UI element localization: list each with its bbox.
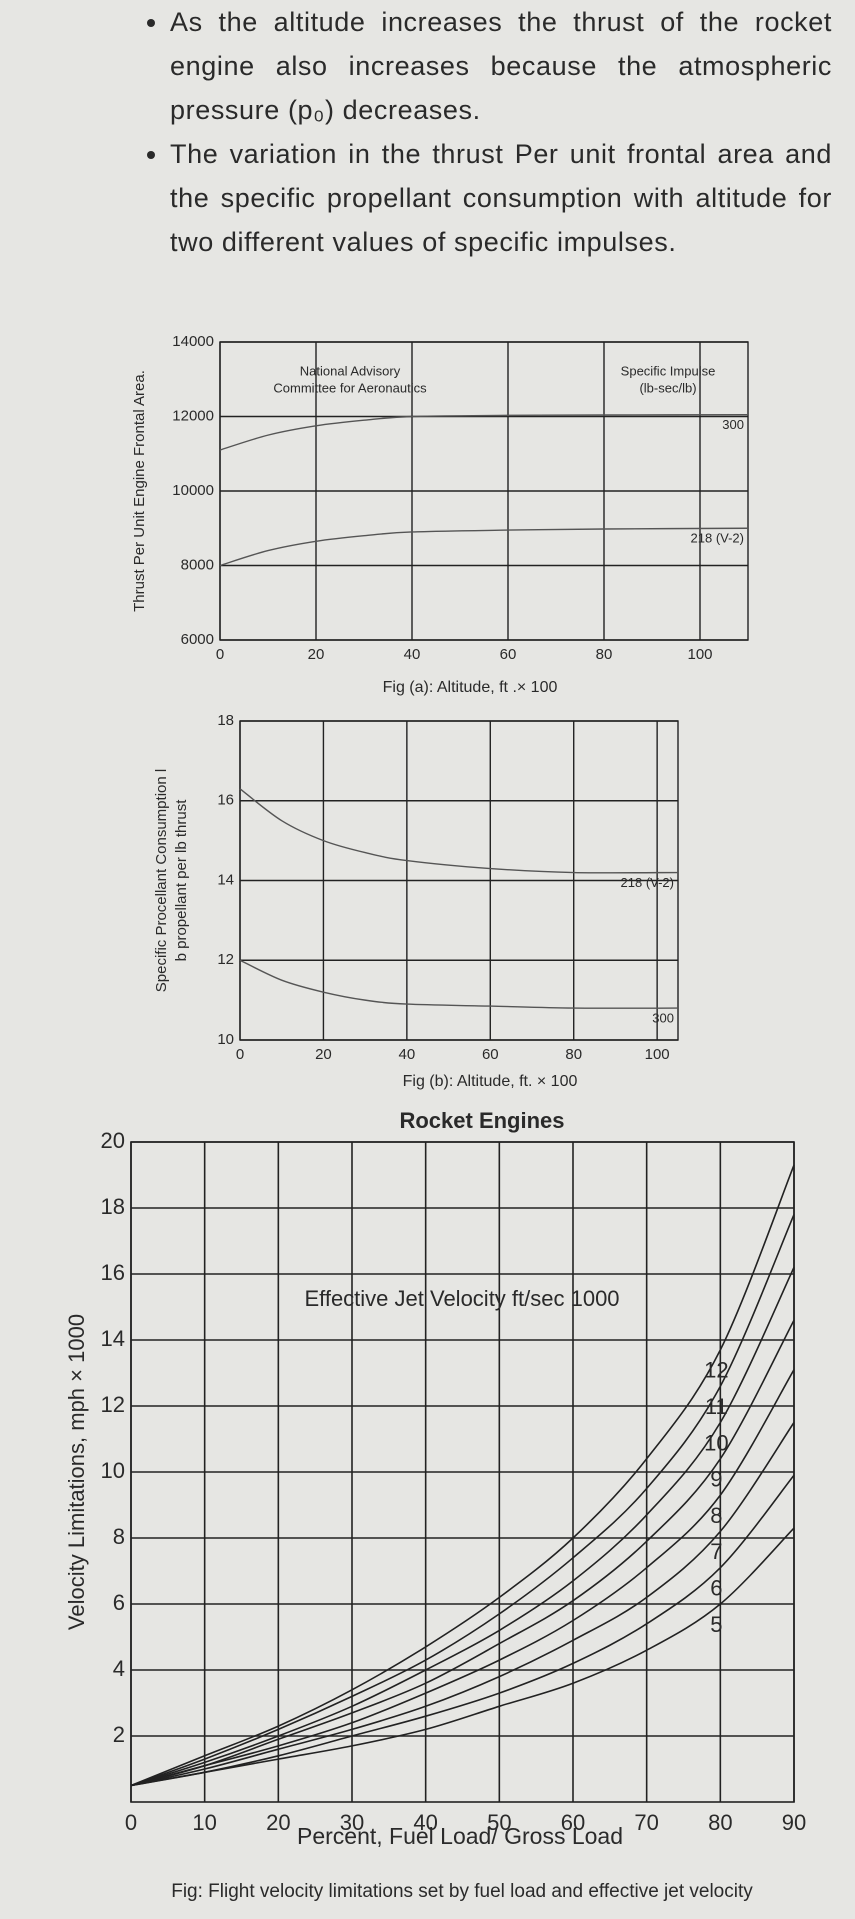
- series-line: [130, 1474, 795, 1787]
- y-tick-label: 2: [113, 1722, 125, 1747]
- x-tick-label: 40: [413, 1810, 437, 1835]
- x-axis-label: Percent, Fuel Load/ Gross Load: [297, 1823, 623, 1849]
- y-tick-label: 14000: [172, 333, 214, 350]
- x-tick-label: 70: [634, 1810, 658, 1835]
- y-axis-label: Thrust Per Unit Engine Frontal Area.: [131, 370, 148, 612]
- series-label: 5: [710, 1612, 722, 1637]
- series-line: [239, 788, 679, 874]
- annotation: National Advisory: [300, 363, 401, 378]
- y-tick-label: 12: [101, 1392, 125, 1417]
- series-label: 12: [704, 1358, 728, 1383]
- y-tick-label: 12000: [172, 407, 214, 424]
- y-tick-label: 6: [113, 1590, 125, 1615]
- x-axis-label: Fig (a): Altitude, ft .× 100: [383, 679, 558, 696]
- series-label: 300: [722, 417, 744, 432]
- y-tick-label: 10000: [172, 482, 214, 499]
- x-tick-label: 60: [482, 1046, 499, 1063]
- bullet-list: As the altitude increases the thrust of …: [120, 0, 832, 264]
- series-label: 218 (V-2): [621, 875, 674, 890]
- x-tick-label: 40: [404, 646, 421, 663]
- x-tick-label: 20: [315, 1046, 332, 1063]
- series-label: 6: [710, 1576, 722, 1601]
- chart-title: Rocket Engines: [399, 1108, 564, 1133]
- y-tick-label: 18: [101, 1194, 125, 1219]
- series-line: [130, 1214, 795, 1787]
- x-tick-label: 80: [565, 1046, 582, 1063]
- x-tick-label: 40: [399, 1046, 416, 1063]
- annotation: Effective Jet Velocity ft/sec 1000: [304, 1286, 619, 1311]
- series-label: 10: [704, 1430, 728, 1455]
- series-line: [219, 527, 749, 567]
- x-axis-label: Fig (b): Altitude, ft. × 100: [403, 1073, 578, 1090]
- y-axis-label: Velocity Limitations, mph × 1000: [64, 1314, 89, 1630]
- y-tick-label: 14: [101, 1326, 125, 1351]
- series-line: [130, 1319, 795, 1787]
- y-tick-label: 12: [217, 951, 234, 968]
- series-label: 11: [705, 1394, 728, 1419]
- series-line: [130, 1369, 795, 1787]
- caption: Fig: Flight velocity limitations set by …: [171, 1881, 753, 1902]
- series-label: 300: [652, 1011, 674, 1026]
- annotation: (lb-sec/lb): [639, 380, 696, 395]
- y-tick-label: 8000: [181, 556, 214, 573]
- y-tick-label: 4: [113, 1656, 125, 1681]
- x-tick-label: 80: [596, 646, 613, 663]
- series-label: 9: [710, 1467, 722, 1492]
- x-tick-label: 60: [500, 646, 517, 663]
- y-axis-label: b propellant per lb thrust: [173, 799, 190, 962]
- x-tick-label: 100: [645, 1046, 670, 1063]
- y-tick-label: 6000: [181, 631, 214, 648]
- x-tick-label: 20: [266, 1810, 290, 1835]
- x-tick-label: 20: [308, 646, 325, 663]
- series-line: [239, 959, 679, 1009]
- series-label: 218 (V-2): [691, 531, 744, 546]
- series-label: 7: [710, 1539, 722, 1564]
- x-tick-label: 80: [708, 1810, 732, 1835]
- series-line: [130, 1422, 795, 1787]
- bullet: The variation in the thrust Per unit fro…: [170, 132, 832, 264]
- y-tick-label: 14: [217, 871, 234, 888]
- y-axis-label: Specific Procellant Consumption l: [153, 769, 170, 992]
- series-line: [219, 413, 749, 451]
- series-line: [130, 1527, 795, 1787]
- x-tick-label: 0: [216, 646, 224, 663]
- y-tick-label: 18: [217, 712, 234, 729]
- y-tick-label: 16: [217, 792, 234, 809]
- annotation: Specific Impulse: [621, 363, 716, 378]
- series-line: [130, 1164, 795, 1787]
- x-tick-label: 60: [561, 1810, 585, 1835]
- x-tick-label: 90: [782, 1810, 806, 1835]
- x-tick-label: 100: [687, 646, 712, 663]
- x-tick-label: 50: [487, 1810, 511, 1835]
- y-tick-label: 8: [113, 1524, 125, 1549]
- x-tick-label: 0: [236, 1046, 244, 1063]
- y-tick-label: 10: [217, 1031, 234, 1048]
- series-line: [130, 1267, 795, 1787]
- x-tick-label: 10: [192, 1810, 216, 1835]
- y-tick-label: 20: [101, 1128, 125, 1153]
- annotation: Committee for Aeronautics: [273, 380, 427, 395]
- x-tick-label: 30: [340, 1810, 364, 1835]
- y-tick-label: 10: [101, 1458, 125, 1483]
- bullet: As the altitude increases the thrust of …: [170, 0, 832, 132]
- y-tick-label: 16: [101, 1260, 125, 1285]
- series-label: 8: [710, 1503, 722, 1528]
- x-tick-label: 0: [125, 1810, 137, 1835]
